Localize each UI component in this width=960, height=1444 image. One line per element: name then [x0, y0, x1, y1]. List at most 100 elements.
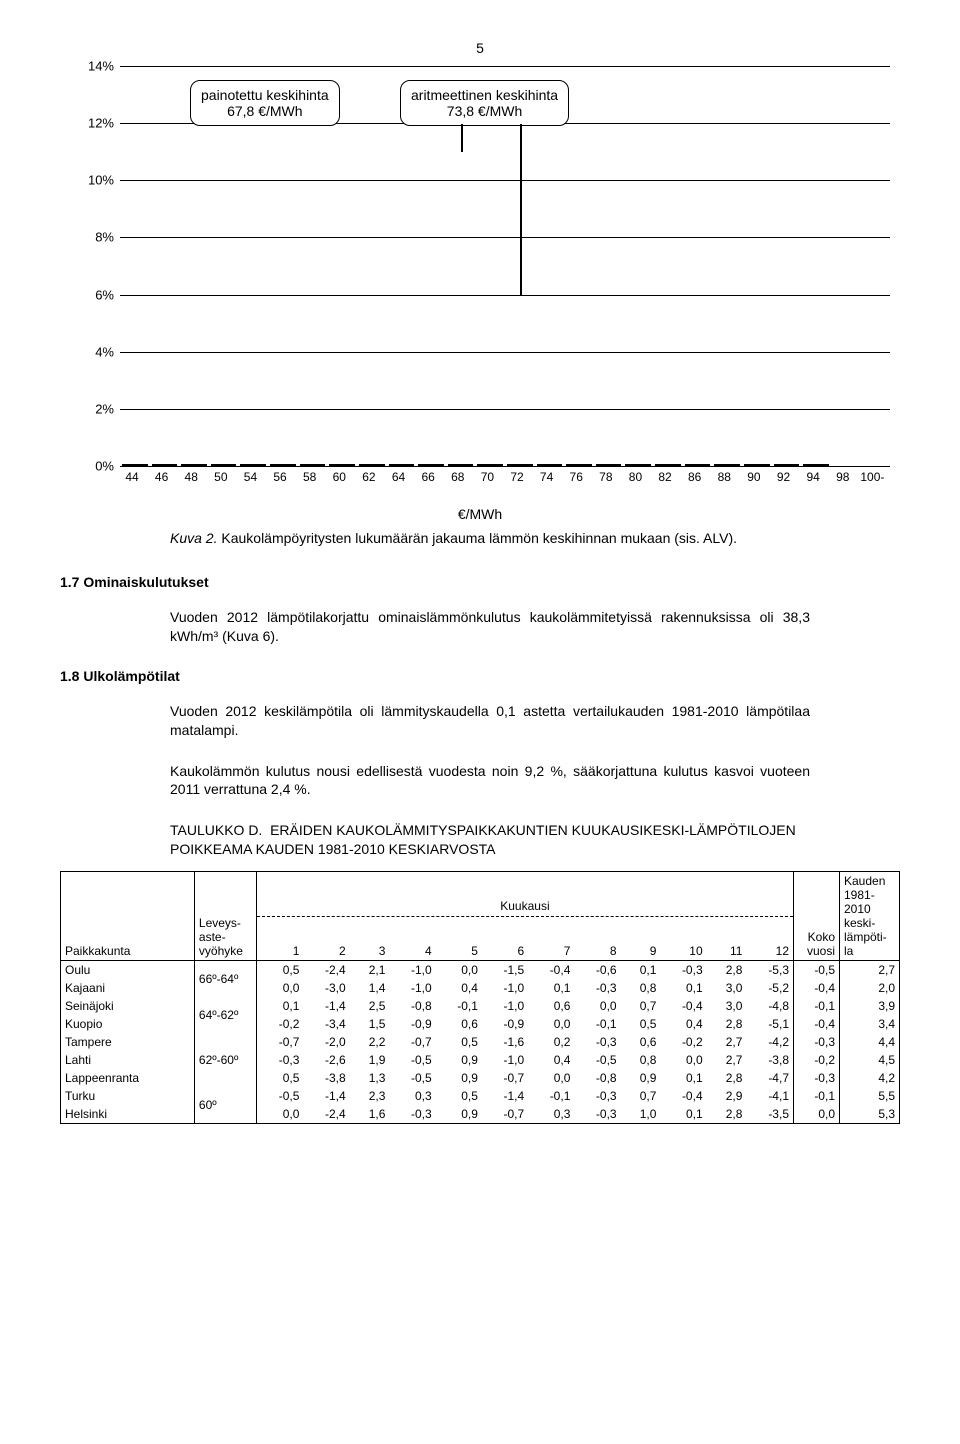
col-header: Kokovuosi [794, 872, 840, 961]
x-tick-label: 86 [680, 470, 710, 484]
table-cell: -0,3 [574, 1105, 620, 1124]
table-cell: Lappeenranta [61, 1069, 195, 1087]
col-header: 4 [389, 917, 435, 960]
table-cell: -0,7 [389, 1033, 435, 1051]
table-cell: -0,2 [256, 1015, 303, 1033]
table-cell: -0,9 [482, 1015, 528, 1033]
table-cell: -0,1 [574, 1015, 620, 1033]
table-cell: 1,9 [350, 1051, 390, 1069]
x-tick-label: 80 [620, 470, 650, 484]
table-cell: 0,9 [436, 1105, 482, 1124]
table-cell: 0,0 [436, 961, 482, 980]
table-cell: -0,1 [528, 1087, 574, 1105]
table-cell: 2,8 [707, 1105, 747, 1124]
table-cell: Tampere [61, 1033, 195, 1051]
table-cell: 2,8 [707, 1015, 747, 1033]
table-cell: Seinäjoki [61, 997, 195, 1015]
x-tick-label: 82 [650, 470, 680, 484]
chart-caption: Kuva 2. Kaukolämpöyritysten lukumäärän j… [170, 530, 810, 546]
table-cell: 4,2 [840, 1069, 900, 1087]
table-cell: -0,1 [436, 997, 482, 1015]
table-cell: 0,9 [436, 1069, 482, 1087]
col-header: 2 [303, 917, 349, 960]
table-cell: 0,4 [436, 979, 482, 997]
x-tick-label: 62 [354, 470, 384, 484]
table-cell: Kuopio [61, 1015, 195, 1033]
table-cell: -0,5 [256, 1087, 303, 1105]
x-tick-label: 92 [769, 470, 799, 484]
y-tick-label: 4% [70, 344, 114, 359]
y-tick-label: 10% [70, 173, 114, 188]
table-cell: 0,3 [528, 1105, 574, 1124]
x-tick-label: 78 [591, 470, 621, 484]
table-cell: -4,7 [746, 1069, 793, 1087]
table-cell: 0,7 [621, 997, 661, 1015]
table-cell: -5,2 [746, 979, 793, 997]
table-cell: 0,8 [621, 979, 661, 997]
table-cell: 0,4 [528, 1051, 574, 1069]
col-header: 1 [256, 917, 303, 960]
table-cell: 0,7 [621, 1087, 661, 1105]
data-table: PaikkakuntaLeveys-aste-vyöhykeKuukausiKo… [60, 871, 900, 1124]
table-cell: 3,4 [840, 1015, 900, 1033]
y-tick-label: 12% [70, 116, 114, 131]
y-tick-label: 0% [70, 459, 114, 474]
table-cell: 1,0 [621, 1105, 661, 1124]
col-header: 6 [482, 917, 528, 960]
table-cell: -4,8 [746, 997, 793, 1015]
table-cell: 5,5 [840, 1087, 900, 1105]
table-cell: -0,1 [794, 1087, 840, 1105]
table-cell: 0,3 [389, 1087, 435, 1105]
table-cell: -0,3 [794, 1033, 840, 1051]
table-cell: 0,0 [256, 979, 303, 997]
table-cell: -1,5 [482, 961, 528, 980]
table-cell: 1,5 [350, 1015, 390, 1033]
table-cell: -1,0 [482, 979, 528, 997]
table-cell: 0,8 [621, 1051, 661, 1069]
x-tick-label: 88 [709, 470, 739, 484]
table-cell: 66º-64º [194, 961, 256, 998]
table-cell: 60º [194, 1087, 256, 1124]
callout-pointer [520, 124, 522, 295]
y-tick-label: 8% [70, 230, 114, 245]
col-header: 7 [528, 917, 574, 960]
table-cell: -0,6 [574, 961, 620, 980]
table-cell: Turku [61, 1087, 195, 1105]
x-tick-label: 100- [857, 470, 887, 484]
table-cell: 1,6 [350, 1105, 390, 1124]
x-tick-label: 44 [117, 470, 147, 484]
x-axis-title: €/MWh [60, 506, 900, 522]
x-tick-label: 72 [502, 470, 532, 484]
table-cell: Lahti [61, 1051, 195, 1069]
col-header: 11 [707, 917, 747, 960]
table-cell: 2,1 [350, 961, 390, 980]
x-tick-label: 74 [532, 470, 562, 484]
section-heading: 1.8 Ulkolämpötilat [60, 668, 900, 684]
table-cell: -0,3 [574, 1087, 620, 1105]
col-header: Paikkakunta [61, 872, 195, 961]
table-cell: -0,9 [389, 1015, 435, 1033]
table-cell: -2,4 [303, 961, 349, 980]
table-cell: -1,4 [303, 997, 349, 1015]
table-cell: 0,0 [528, 1069, 574, 1087]
table-cell: -0,5 [389, 1069, 435, 1087]
table-cell: 4,5 [840, 1051, 900, 1069]
table-cell: 2,3 [350, 1087, 390, 1105]
table-cell: -3,4 [303, 1015, 349, 1033]
table-title: TAULUKKO D. ERÄIDEN KAUKOLÄMMITYSPAIKKAK… [170, 821, 810, 859]
table-cell: -0,8 [389, 997, 435, 1015]
x-tick-label: 98 [828, 470, 858, 484]
table-cell: Kajaani [61, 979, 195, 997]
table-cell: -4,1 [746, 1087, 793, 1105]
table-cell: -0,3 [256, 1051, 303, 1069]
table-cell: -5,1 [746, 1015, 793, 1033]
table-cell: 0,5 [436, 1033, 482, 1051]
table-cell: -0,3 [794, 1069, 840, 1087]
table-cell: 0,1 [660, 1069, 706, 1087]
col-header: 10 [660, 917, 706, 960]
table-cell: 0,6 [528, 997, 574, 1015]
table-cell: -1,0 [389, 961, 435, 980]
table-cell: -3,0 [303, 979, 349, 997]
table-cell: -3,8 [303, 1069, 349, 1087]
table-cell: -0,2 [794, 1051, 840, 1069]
